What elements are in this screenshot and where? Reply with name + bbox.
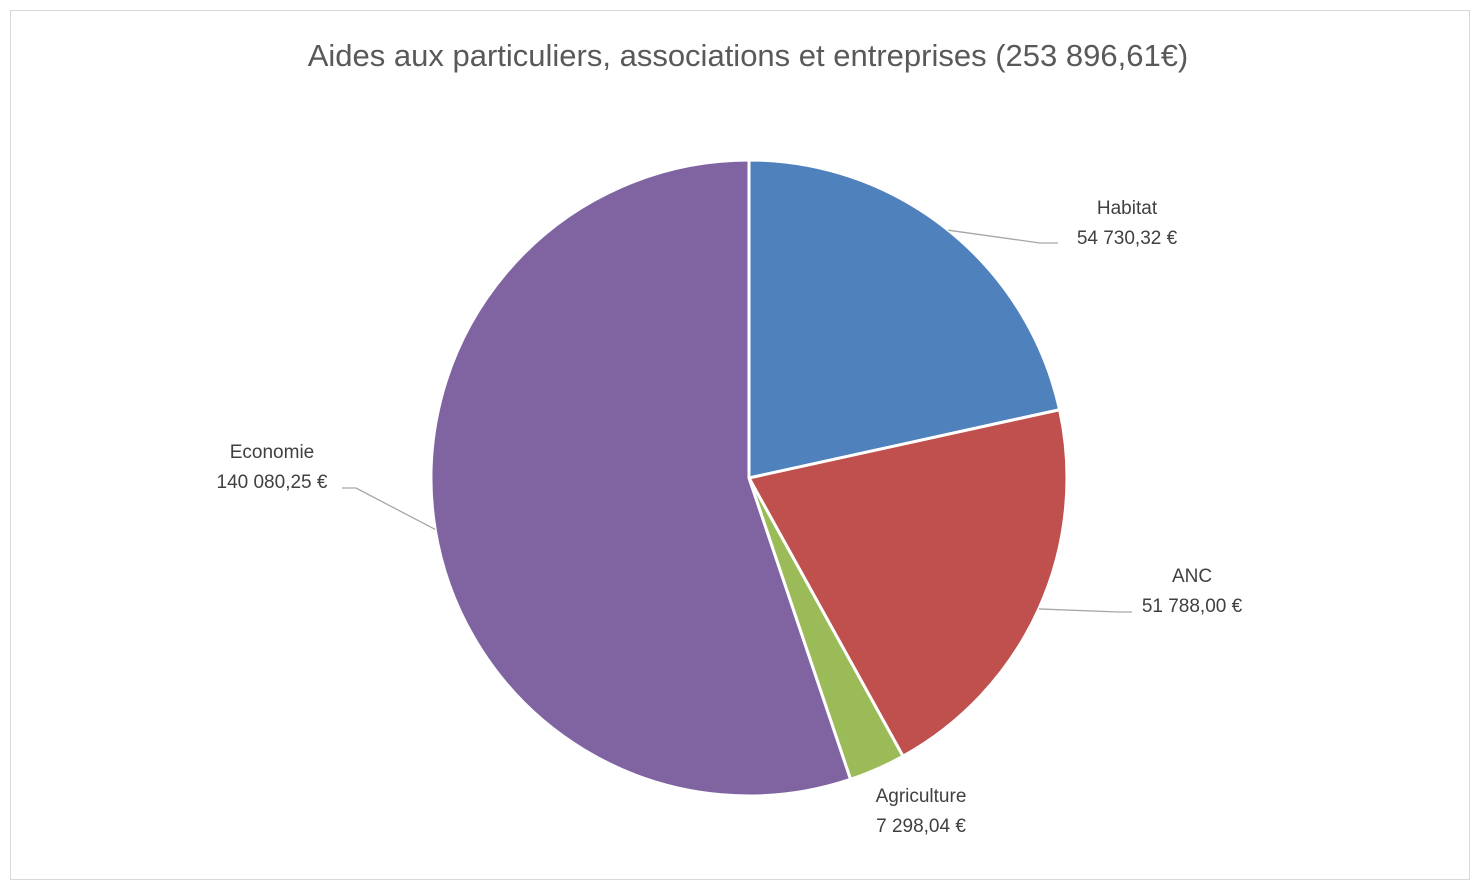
slice-label-habitat: Habitat (1097, 198, 1158, 219)
slice-label-agriculture: Agriculture (876, 786, 967, 807)
chart-title: Aides aux particuliers, associations et … (308, 38, 1189, 73)
leader-line-economie (342, 487, 436, 531)
leader-line-anc (1038, 608, 1132, 613)
pie-slices (429, 158, 1069, 798)
slice-label-anc: ANC (1172, 566, 1212, 587)
pie-slice-habitat (747, 158, 1062, 480)
slice-label-economie: Economie (230, 442, 315, 463)
leader-line-habitat (948, 229, 1058, 244)
data-labels: Habitat 54 730,32 € ANC 51 788,00 € Agricult… (217, 198, 1243, 837)
slice-value-anc: 51 788,00 € (1142, 596, 1243, 617)
slice-value-economie: 140 080,25 € (217, 472, 328, 493)
slice-value-habitat: 54 730,32 € (1077, 228, 1178, 249)
slice-value-agriculture: 7 298,04 € (876, 816, 966, 837)
leader-lines (342, 229, 1132, 613)
pie-slice-economie (429, 158, 853, 798)
pie-slice-anc (746, 407, 1069, 759)
